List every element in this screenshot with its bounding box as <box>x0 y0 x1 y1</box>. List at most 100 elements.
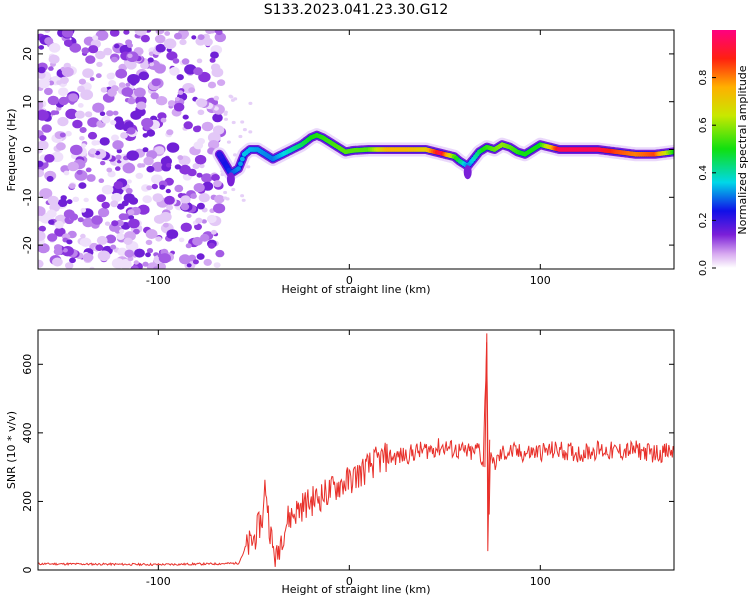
noise-speckle <box>212 125 225 135</box>
noise-speckle <box>105 234 117 244</box>
noise-speckle <box>135 172 144 179</box>
noise-speckle <box>179 39 187 46</box>
noise-speckle <box>164 31 171 36</box>
noise-speckle <box>145 252 151 258</box>
noise-speckle <box>211 229 217 235</box>
noise-speckle <box>104 221 111 226</box>
noise-speckle <box>48 54 60 64</box>
y-tick-label: -20 <box>21 236 34 254</box>
noise-speckle <box>181 58 190 65</box>
noise-speckle <box>122 162 136 174</box>
noise-speckle <box>151 183 158 190</box>
spectrogram-x-ticks: -100 0 100 <box>146 30 551 287</box>
noise-speckle <box>48 66 54 71</box>
noise-speckle <box>38 215 44 222</box>
noise-speckle <box>38 140 49 150</box>
noise-speckle <box>48 219 55 225</box>
noise-speckle <box>126 179 132 184</box>
noise-speckle <box>54 227 66 237</box>
noise-speckle <box>136 101 147 110</box>
noise-speckle <box>213 180 222 188</box>
noise-speckle <box>103 47 113 56</box>
noise-speckle <box>134 87 146 98</box>
noise-speckle <box>106 110 114 117</box>
noise-speckle <box>96 194 107 203</box>
noise-speckle <box>99 111 106 116</box>
noise-speckle <box>196 202 205 210</box>
noise-speckle <box>242 128 247 132</box>
noise-speckle <box>155 43 166 53</box>
noise-speckle <box>238 134 243 139</box>
figure-title: S133.2023.041.23.30.G12 <box>264 2 449 18</box>
noise-speckle <box>215 30 223 36</box>
noise-speckle <box>145 239 153 246</box>
noise-speckle <box>69 43 82 53</box>
noise-speckle <box>174 164 182 170</box>
noise-speckle <box>70 144 83 156</box>
noise-speckle <box>153 214 166 224</box>
noise-speckle <box>78 78 86 85</box>
noise-speckle <box>201 173 213 183</box>
noise-speckle <box>85 55 96 64</box>
spectrogram-y-axis-label: Frequency (Hz) <box>5 109 18 192</box>
noise-speckle <box>188 87 196 93</box>
noise-speckle <box>79 237 92 247</box>
noise-speckle <box>172 58 180 64</box>
noise-speckle <box>82 68 94 78</box>
noise-speckle <box>101 115 111 124</box>
noise-speckle <box>115 68 128 79</box>
noise-speckle <box>68 183 76 189</box>
noise-speckle <box>80 89 94 101</box>
noise-speckle <box>151 78 161 87</box>
noise-speckle <box>193 183 205 193</box>
noise-speckle <box>124 121 134 129</box>
noise-speckle <box>166 142 180 153</box>
noise-speckle <box>82 253 94 262</box>
noise-speckle <box>48 42 61 53</box>
noise-speckle <box>72 196 80 202</box>
noise-speckle <box>41 124 52 133</box>
noise-speckle <box>246 165 251 169</box>
noise-speckle <box>110 200 119 208</box>
noise-speckle <box>231 120 236 125</box>
noise-speckle <box>155 236 162 242</box>
snr-frame <box>37 329 675 571</box>
noise-speckle <box>196 253 205 260</box>
noise-speckle <box>47 195 59 205</box>
noise-speckle <box>114 120 127 130</box>
noise-speckle <box>207 81 217 89</box>
noise-speckle <box>154 64 166 74</box>
noise-speckle <box>211 67 224 78</box>
noise-speckle <box>123 30 130 35</box>
colorbar-ticks: 0.0 0.2 0.4 0.6 0.8 <box>698 70 716 276</box>
x-tick-label: 0 <box>346 274 353 287</box>
noise-speckle <box>112 140 124 150</box>
noise-speckle <box>233 97 238 101</box>
noise-speckle <box>72 119 83 129</box>
noise-speckle <box>53 244 63 251</box>
noise-speckle <box>88 45 99 54</box>
noise-speckle <box>89 148 97 155</box>
noise-speckle <box>38 100 44 110</box>
noise-speckle <box>203 258 212 266</box>
noise-speckle <box>142 195 152 204</box>
noise-speckle <box>38 259 44 268</box>
noise-speckle <box>112 110 119 116</box>
noise-speckle <box>208 242 216 249</box>
noise-speckle <box>79 136 85 141</box>
noise-speckle <box>155 30 165 35</box>
noise-speckle <box>61 30 74 38</box>
noise-speckle <box>106 167 113 173</box>
noise-speckle <box>76 169 83 175</box>
noise-speckle <box>206 214 217 224</box>
x-tick-label: 100 <box>530 274 551 287</box>
noise-speckle <box>154 34 166 44</box>
noise-speckle <box>38 206 46 217</box>
noise-speckle <box>147 57 154 63</box>
noise-speckle <box>115 154 122 160</box>
ridge-core <box>240 156 245 162</box>
noise-speckle <box>38 66 46 74</box>
noise-speckle <box>213 95 220 101</box>
noise-speckle <box>240 194 245 198</box>
colorbar-label: Normalized spectral amplitude <box>736 65 749 234</box>
